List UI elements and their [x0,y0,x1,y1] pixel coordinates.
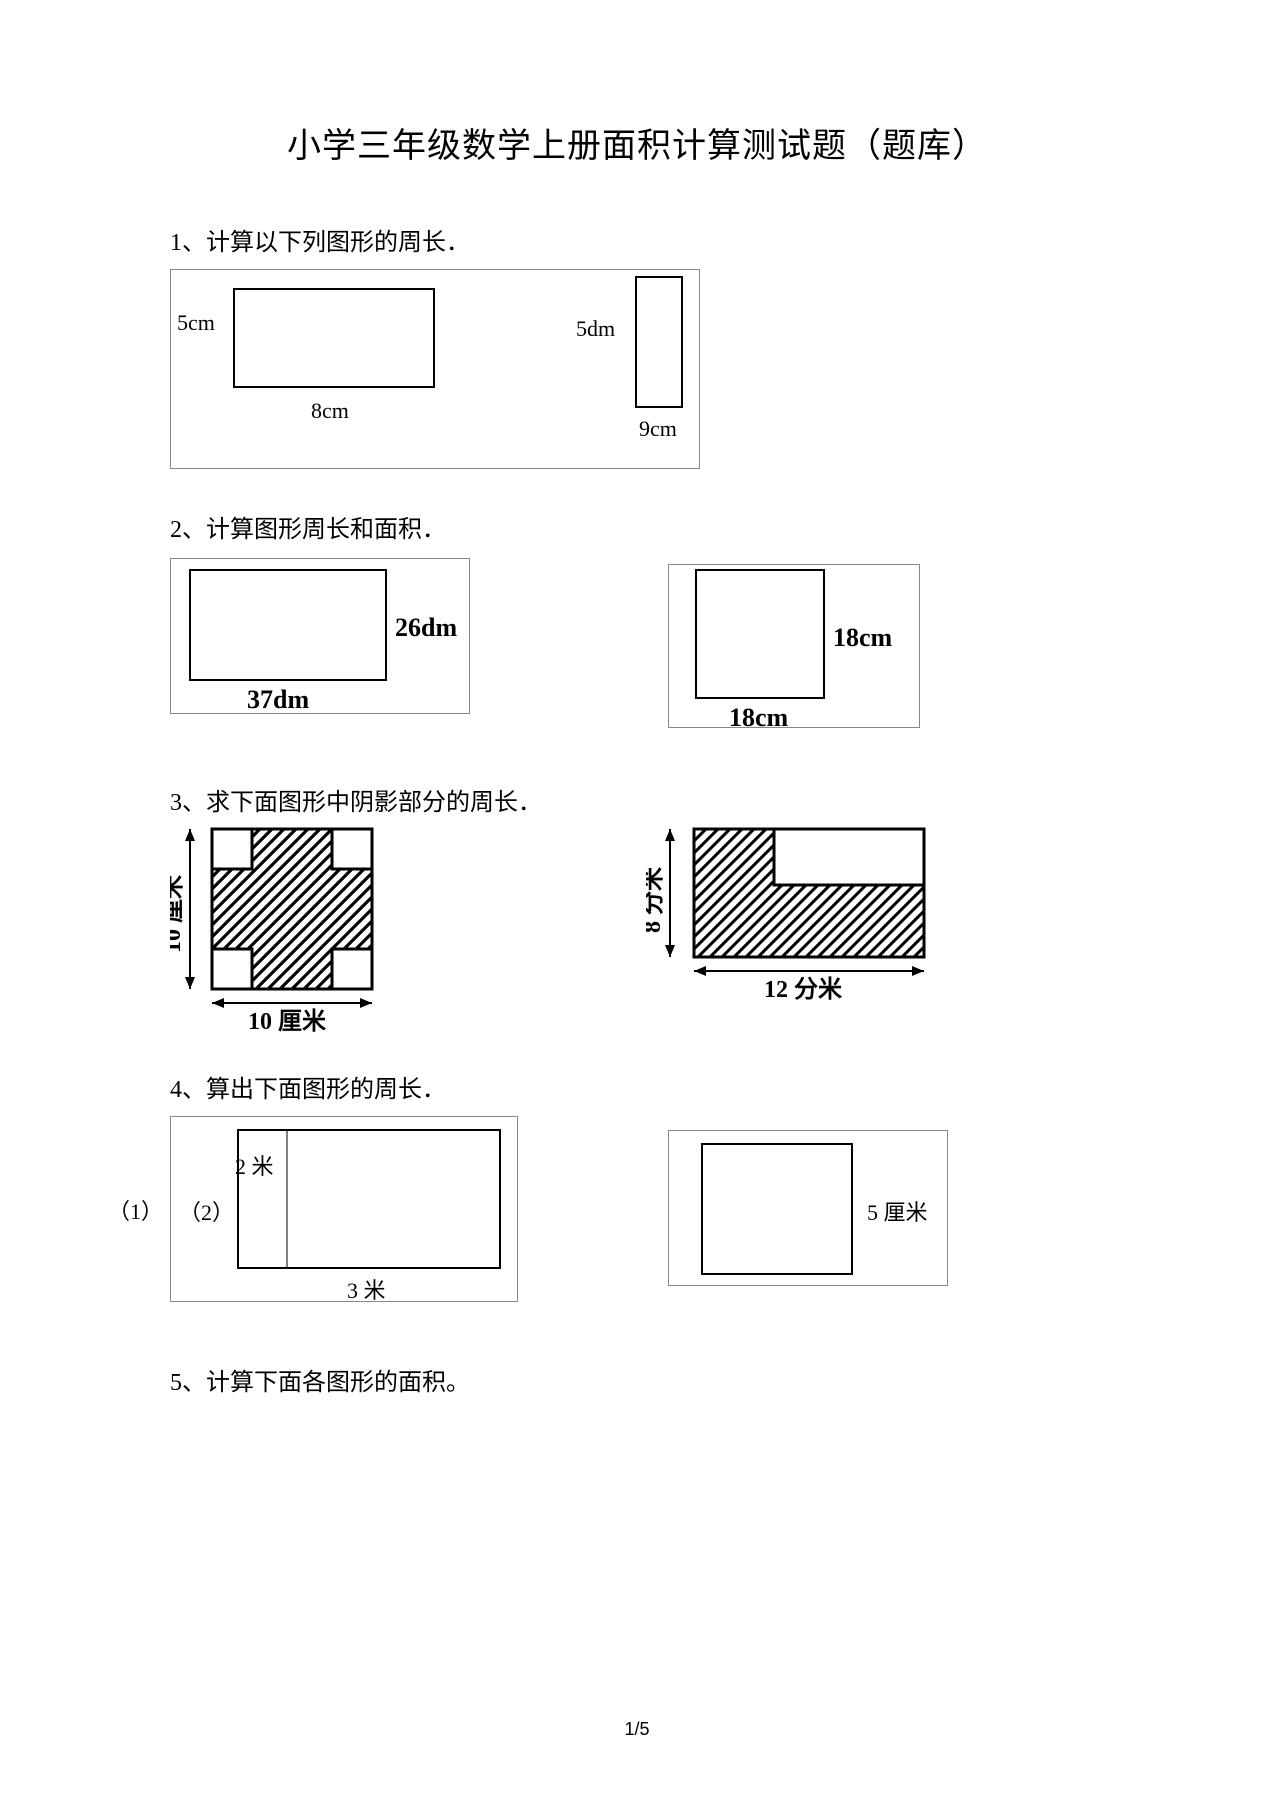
q2-figA-box: 26dm 37dm [170,558,470,714]
q3a-vlabel: 10 厘米 [170,875,186,953]
body: 1、计算以下列图形的周长． 5cm 8cm 5dm 9cm 2、计算图形周长和面… [170,222,1110,1397]
q1-fig1-h-label: 5cm [177,310,215,336]
q3-row: 10 厘米 [170,823,1110,1033]
q4-figA-w-label: 3 米 [347,1273,386,1305]
q3-text: 3、求下面图形中阴影部分的周长． [170,782,1110,817]
q2-figB-rect [695,569,827,701]
q2-text: 2、计算图形周长和面积． [170,509,1110,544]
q1-figurebox: 5cm 8cm 5dm 9cm [170,269,700,469]
q2-row: 26dm 37dm 18cm 18cm [170,558,1110,718]
q1-fig2-rect [635,276,685,410]
q2-figA-h-label: 26dm [395,613,457,643]
q4-text: 4、算出下面图形的周长． [170,1069,1110,1104]
page-number: 1/5 [0,1719,1274,1740]
q4-row: （1） （2） 2 米 3 米 5 厘米 [170,1116,1110,1306]
q1-fig1-rect [233,288,437,390]
q3a-hlabel: 10 厘米 [248,1008,326,1033]
q4-figA-rect [237,1129,503,1271]
q2-figA-rect [189,569,389,683]
q1-fig2-w-label: 9cm [639,416,677,442]
q3b-hlabel: 12 分米 [764,976,842,1003]
q4-figB-rect [701,1143,855,1277]
q4-label-2: （2） [179,1195,234,1227]
q4-figA-box: （2） 2 米 3 米 [170,1116,518,1302]
q3-figB-svg: 8 分米 12 分米 [646,823,986,1023]
q2-figB-box: 18cm 18cm [668,564,920,728]
q4-label-1: （1） [108,1194,163,1226]
page: 小学三年级数学上册面积计算测试题（题库） 1、计算以下列图形的周长． 5cm 8… [0,0,1274,1804]
q3-figA-svg: 10 厘米 [170,823,460,1033]
q2-figB-h-label: 18cm [833,623,892,653]
page-title: 小学三年级数学上册面积计算测试题（题库） [0,118,1274,167]
q3-figB: 8 分米 12 分米 [646,823,986,1023]
q2-figA-w-label: 37dm [247,685,309,715]
q4-figB-box: 5 厘米 [668,1130,948,1286]
q1-fig1-w-label: 8cm [311,398,349,424]
q5-text: 5、计算下面各图形的面积。 [170,1362,1110,1397]
q4-figB-h-label: 5 厘米 [867,1195,928,1227]
q3b-vlabel: 8 分米 [646,867,666,933]
q1-text: 1、计算以下列图形的周长． [170,222,1110,257]
q1-fig2-h-label: 5dm [576,316,615,342]
q3-figA: 10 厘米 [170,823,460,1033]
q2-figB-w-label: 18cm [729,703,788,733]
